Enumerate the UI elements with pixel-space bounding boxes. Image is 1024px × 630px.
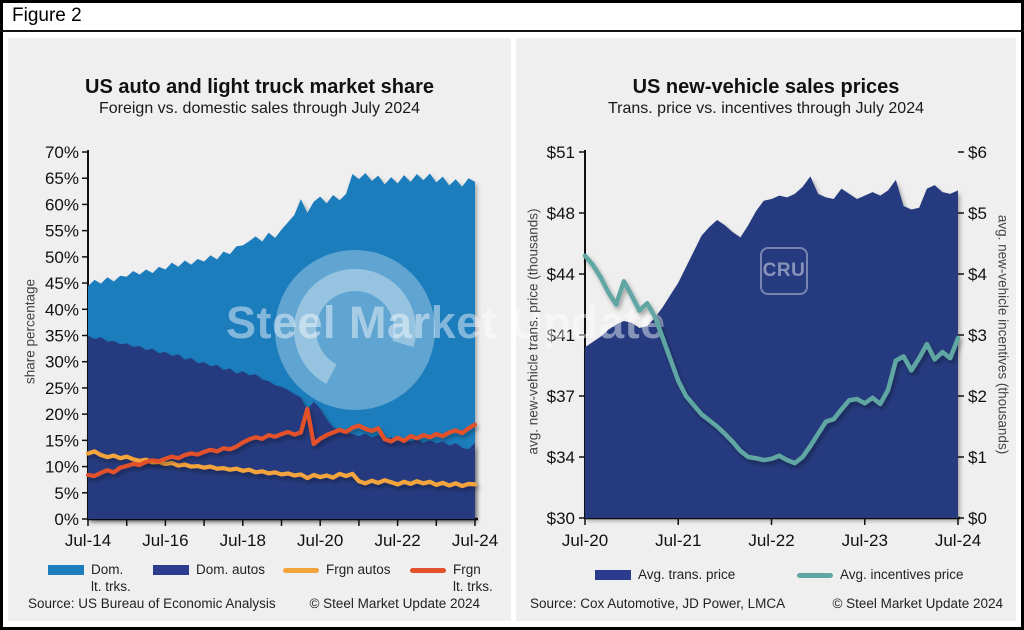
left-copyright-text: © Steel Market Update 2024 [309,596,480,611]
legend-item-frgn-lt-trks: Frgn lt. trks. [410,562,493,596]
incentives-axis-title: avg. new-vehicle incentives (thousands) [995,214,1011,455]
legend-swatch-avg-trans-price [595,570,631,580]
right-chart-title: US new-vehicle sales prices [632,76,900,98]
right-source-text: Source: Cox Automotive, JD Power, LMCA [530,596,786,611]
price-axis-title: avg. new-vehicle trans. price (thousands… [525,208,541,455]
cru-watermark-label: CRU [762,260,806,281]
legend-swatch-frgn-lt-trks [410,568,446,573]
right-chart-subtitle: Trans. price vs. incentives through July… [607,100,924,117]
legend-label: Frgn lt. trks. [453,562,493,594]
legend-label: Avg. incentives price [840,567,964,582]
header-divider [0,30,1024,32]
figure-label: Figure 2 [12,5,82,26]
legend-label: Dom. autos [196,562,266,577]
legend-item-dom-lt-trks: Dom. lt. trks. [48,562,131,596]
cru-watermark: CRU [760,247,808,295]
legend-label: Dom. lt. trks. [91,562,131,594]
left-chart-title: US auto and light truck market share [85,76,434,98]
legend-item-dom-autos: Dom. autos [153,562,265,579]
right-copyright-text: © Steel Market Update 2024 [832,596,1003,611]
legend-swatch-dom-autos [153,565,189,575]
watermark-text: Steel Market Update [226,297,666,348]
legend-swatch-avg-incentives [797,573,833,578]
legend-label: Frgn autos [326,562,391,577]
legend-label: Avg. trans. price [638,567,736,582]
legend-item-frgn-autos: Frgn autos [283,562,391,579]
legend-swatch-dom-lt-trks [48,565,84,575]
left-chart-y-axis-title: share percentage [22,278,38,385]
legend-item-avg-trans-price: Avg. trans. price [595,567,735,584]
left-source-text: Source: US Bureau of Economic Analysis [28,596,276,611]
legend-item-avg-incentives: Avg. incentives price [797,567,964,584]
legend-swatch-frgn-autos [283,568,319,573]
left-chart-subtitle: Foreign vs. domestic sales through July … [98,100,421,117]
